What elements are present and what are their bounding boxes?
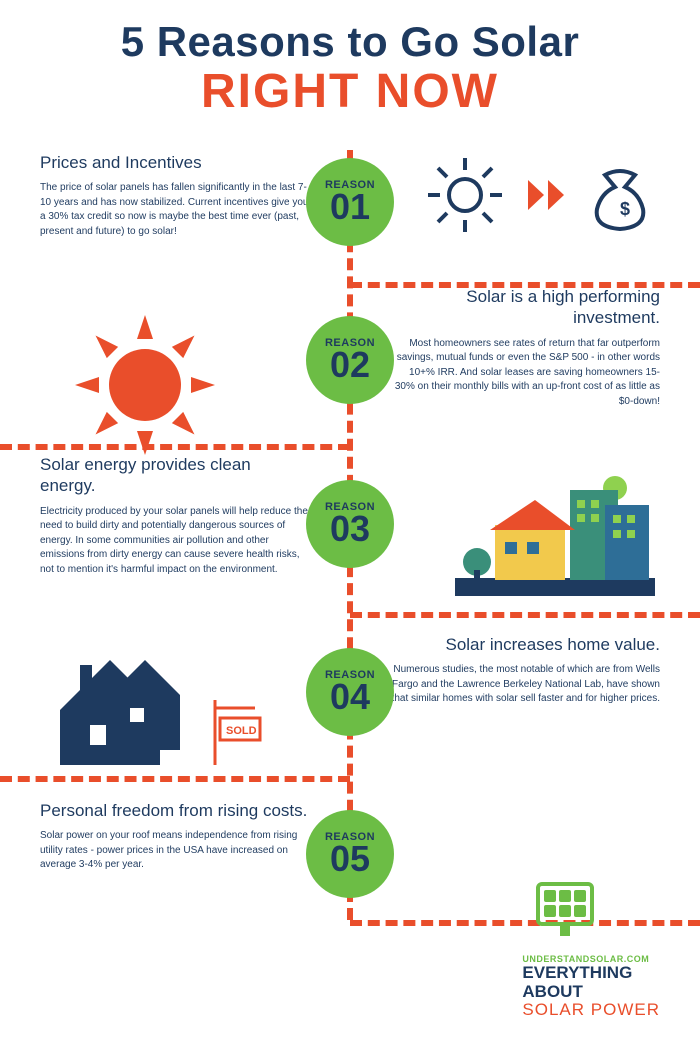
badge-04-num: 04 — [330, 679, 370, 715]
badge-05-num: 05 — [330, 841, 370, 877]
reason-02-title: Solar is a high performing investment. — [390, 286, 660, 329]
reason-01-body: The price of solar panels has fallen sig… — [40, 181, 310, 239]
reason-01-block: Prices and Incentives The price of solar… — [40, 152, 310, 239]
house-sold-icon: SOLD — [50, 630, 270, 770]
badge-02: REASON 02 — [306, 316, 394, 404]
city-buildings-icon — [455, 470, 655, 600]
badge-03-num: 03 — [330, 511, 370, 547]
branch-03 — [350, 612, 700, 618]
badge-03: REASON 03 — [306, 480, 394, 568]
badge-05: REASON 05 — [306, 810, 394, 898]
badge-04: REASON 04 — [306, 648, 394, 736]
title-block: 5 Reasons to Go Solar RIGHT NOW — [0, 0, 700, 127]
svg-text:SOLD: SOLD — [226, 725, 257, 737]
reason-04-block: Solar increases home value. Numerous stu… — [390, 634, 660, 707]
reason-04-body: Numerous studies, the most notable of wh… — [390, 663, 660, 707]
reason-05-block: Personal freedom from rising costs. Sola… — [40, 800, 310, 873]
footer-line2: ABOUT — [522, 983, 660, 1002]
footer-brand: UNDERSTANDSOLAR.COM EVERYTHING ABOUT SOL… — [522, 954, 660, 1020]
footer-line1: EVERYTHING — [522, 964, 660, 983]
solar-panel-icon — [530, 880, 600, 940]
title-line1: 5 Reasons to Go Solar — [30, 18, 670, 66]
reason-01-title: Prices and Incentives — [40, 152, 310, 173]
sun-to-money-icon: $ — [420, 150, 660, 240]
reason-03-title: Solar energy provides clean energy. — [40, 454, 310, 497]
title-line2: RIGHT NOW — [30, 64, 670, 119]
branch-05 — [350, 920, 700, 926]
reason-03-body: Electricity produced by your solar panel… — [40, 505, 310, 578]
branch-04 — [0, 776, 350, 782]
footer-line3: SOLAR POWER — [522, 1001, 660, 1020]
reason-02-block: Solar is a high performing investment. M… — [390, 286, 660, 409]
reason-02-body: Most homeowners see rates of return that… — [390, 337, 660, 410]
reason-05-title: Personal freedom from rising costs. — [40, 800, 310, 821]
reason-03-block: Solar energy provides clean energy. Elec… — [40, 454, 310, 577]
red-sun-icon — [70, 310, 220, 460]
badge-01-num: 01 — [330, 189, 370, 225]
svg-text:$: $ — [620, 199, 630, 219]
badge-02-num: 02 — [330, 347, 370, 383]
reason-05-body: Solar power on your roof means independe… — [40, 829, 310, 873]
reason-04-title: Solar increases home value. — [390, 634, 660, 655]
badge-01: REASON 01 — [306, 158, 394, 246]
